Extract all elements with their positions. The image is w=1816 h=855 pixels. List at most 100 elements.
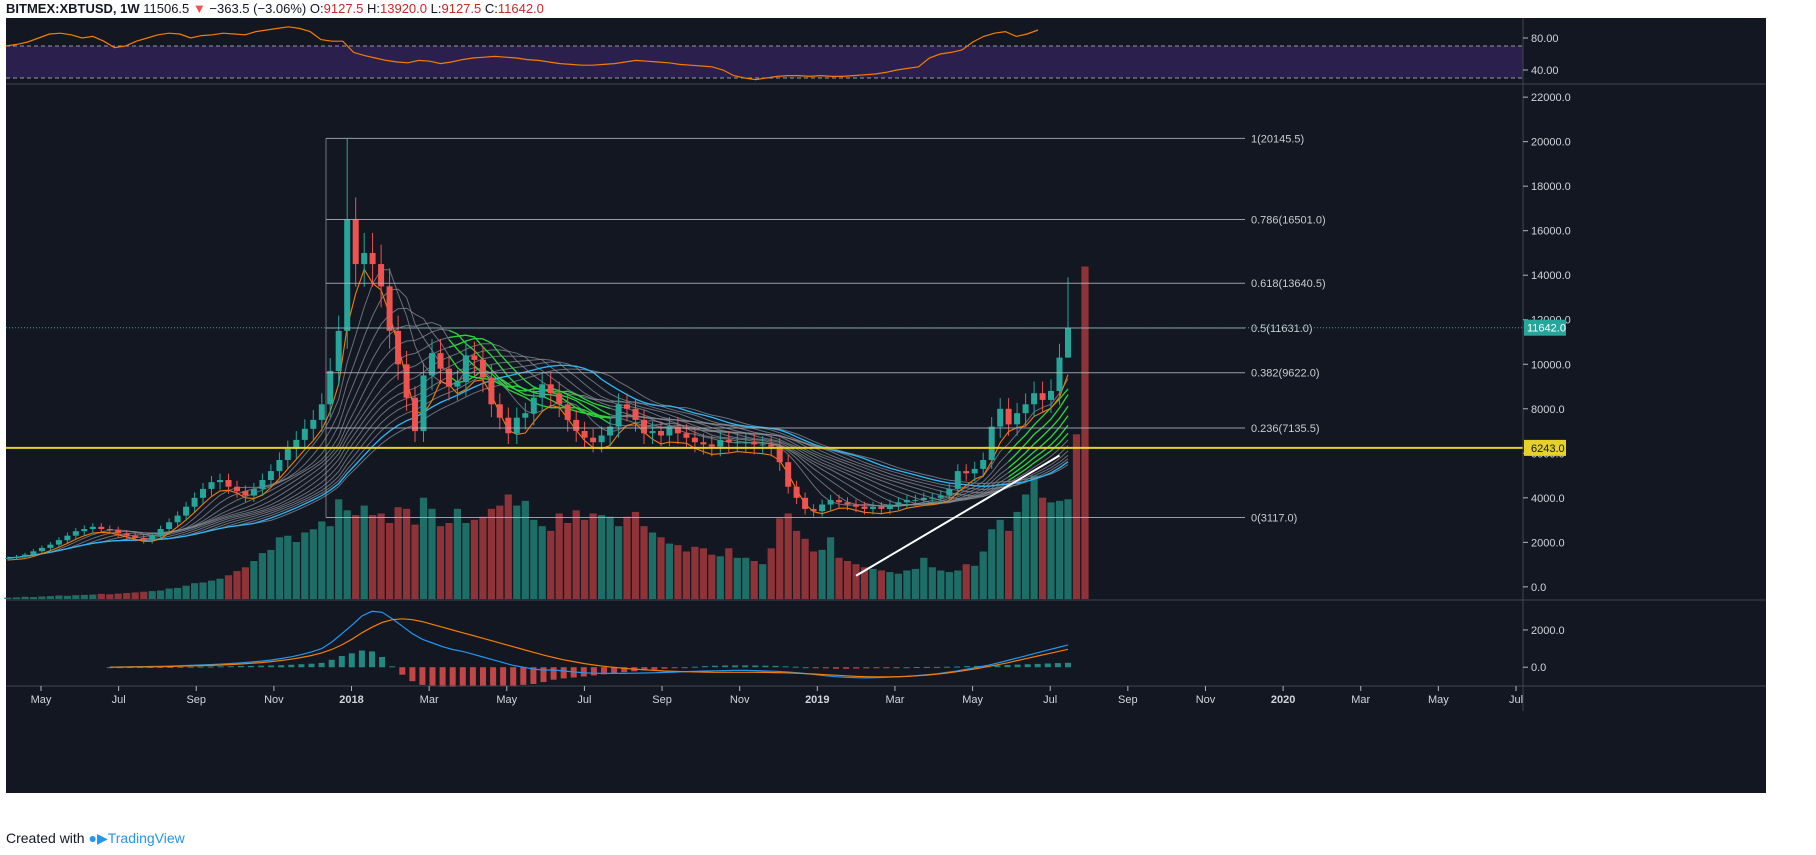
candle-body xyxy=(1022,404,1029,414)
macd-histogram-bar xyxy=(1014,664,1021,668)
volume-bar xyxy=(216,578,224,599)
macd-histogram-bar xyxy=(701,666,708,668)
macd-histogram-bar xyxy=(782,666,789,668)
volume-bar xyxy=(12,597,21,599)
macd-histogram-bar xyxy=(338,656,345,668)
macd-histogram-bar xyxy=(893,667,900,669)
candle-body xyxy=(785,462,792,487)
macd-histogram-bar xyxy=(903,667,910,669)
volume-bar xyxy=(453,508,461,600)
candle-body xyxy=(674,426,681,434)
macd-histogram-bar xyxy=(399,667,406,675)
volume-bar xyxy=(852,564,860,599)
candle-body xyxy=(471,355,478,360)
volume-bar xyxy=(131,592,139,600)
fib-level-label: 0.382(9622.0) xyxy=(1251,368,1320,380)
macd-histogram-bar xyxy=(106,667,113,669)
macd-histogram-bar xyxy=(469,667,476,686)
tradingview-logo-icon[interactable]: ●▶ xyxy=(88,830,108,846)
volume-bar xyxy=(46,596,54,599)
time-tick-label: Mar xyxy=(885,694,904,706)
ma-orange-line xyxy=(7,268,1069,561)
candle-body xyxy=(395,330,402,365)
candle-body xyxy=(200,488,206,498)
volume-bar xyxy=(1064,499,1072,600)
volume-bar xyxy=(352,515,360,599)
macd-histogram-bar xyxy=(994,665,1001,668)
macd-histogram-bar xyxy=(227,666,234,668)
volume-bar xyxy=(699,548,707,599)
volume-bar xyxy=(827,537,835,600)
macd-histogram-bar xyxy=(853,667,860,669)
price-tick-label: 14000.0 xyxy=(1531,270,1571,282)
volume-bar xyxy=(275,537,283,600)
macd-histogram-bar xyxy=(822,667,829,669)
volume-bar xyxy=(886,572,894,599)
ribbon-green-segment xyxy=(448,337,611,410)
macd-histogram-bar xyxy=(944,666,950,668)
volume-bar xyxy=(63,595,71,599)
tradingview-link[interactable]: TradingView xyxy=(107,830,185,846)
volume-bar xyxy=(767,548,775,599)
candle-body xyxy=(293,439,300,449)
macd-tick-label: 2000.0 xyxy=(1531,625,1565,637)
volume-bar xyxy=(674,545,682,599)
candle-body xyxy=(352,219,359,265)
volume-bar xyxy=(174,587,182,599)
close-label: C: xyxy=(484,1,498,16)
ribbon-green-segment xyxy=(1008,405,1069,469)
volume-bar xyxy=(479,516,487,599)
time-tick-label: Nov xyxy=(264,694,284,706)
candle-body xyxy=(157,529,164,536)
candle-body xyxy=(64,535,71,541)
volume-bar xyxy=(233,571,241,599)
macd-histogram-bar xyxy=(792,666,799,668)
candle-body xyxy=(250,488,257,496)
macd-panel xyxy=(106,610,1071,687)
candle-body xyxy=(344,219,351,331)
time-tick-label: Mar xyxy=(1351,694,1370,706)
change-value: −363.5 (−3.06%) xyxy=(209,1,307,16)
price-tick-label: 2000.0 xyxy=(1531,537,1565,549)
volume-bar xyxy=(1022,494,1030,599)
volume-bar xyxy=(224,575,233,600)
candle-body xyxy=(624,404,630,409)
macd-histogram-bar xyxy=(217,666,224,668)
candle-body xyxy=(505,417,512,434)
time-tick-label: Nov xyxy=(1196,694,1216,706)
ribbon-green-segment xyxy=(448,329,611,419)
candle-body xyxy=(89,526,96,529)
macd-histogram-bar xyxy=(681,667,688,669)
candle-body xyxy=(590,437,597,443)
volume-bar xyxy=(640,526,648,599)
macd-histogram-bar xyxy=(500,667,507,686)
candle-body xyxy=(437,353,444,369)
macd-histogram-bar xyxy=(369,651,375,668)
candle-body xyxy=(183,506,190,516)
candle-body xyxy=(997,408,1004,427)
volume-bar xyxy=(564,523,572,599)
candle-body xyxy=(276,460,283,472)
time-tick-label: 2018 xyxy=(339,694,363,706)
price-tick-label: 4000.0 xyxy=(1531,493,1565,505)
volume-bar xyxy=(793,530,801,599)
volume-bar xyxy=(657,537,665,600)
candle-body xyxy=(556,393,563,405)
volume-bar xyxy=(843,561,852,599)
macd-histogram-bar xyxy=(1034,663,1041,668)
volume-bar xyxy=(21,596,29,599)
volume-bar xyxy=(877,570,885,599)
candle-body xyxy=(166,522,173,529)
time-tick-label: Jul xyxy=(112,694,126,706)
candle-body xyxy=(284,448,291,460)
candle-body xyxy=(462,355,469,383)
volume-bar xyxy=(199,582,207,599)
volume-bar xyxy=(589,513,597,599)
volume-bar xyxy=(29,597,37,599)
candle-body xyxy=(988,426,995,460)
candle-body xyxy=(759,444,766,446)
macd-histogram-bar xyxy=(974,665,981,668)
candle-body xyxy=(217,480,223,483)
fib-level-label: 0.618(13640.5) xyxy=(1251,278,1326,290)
